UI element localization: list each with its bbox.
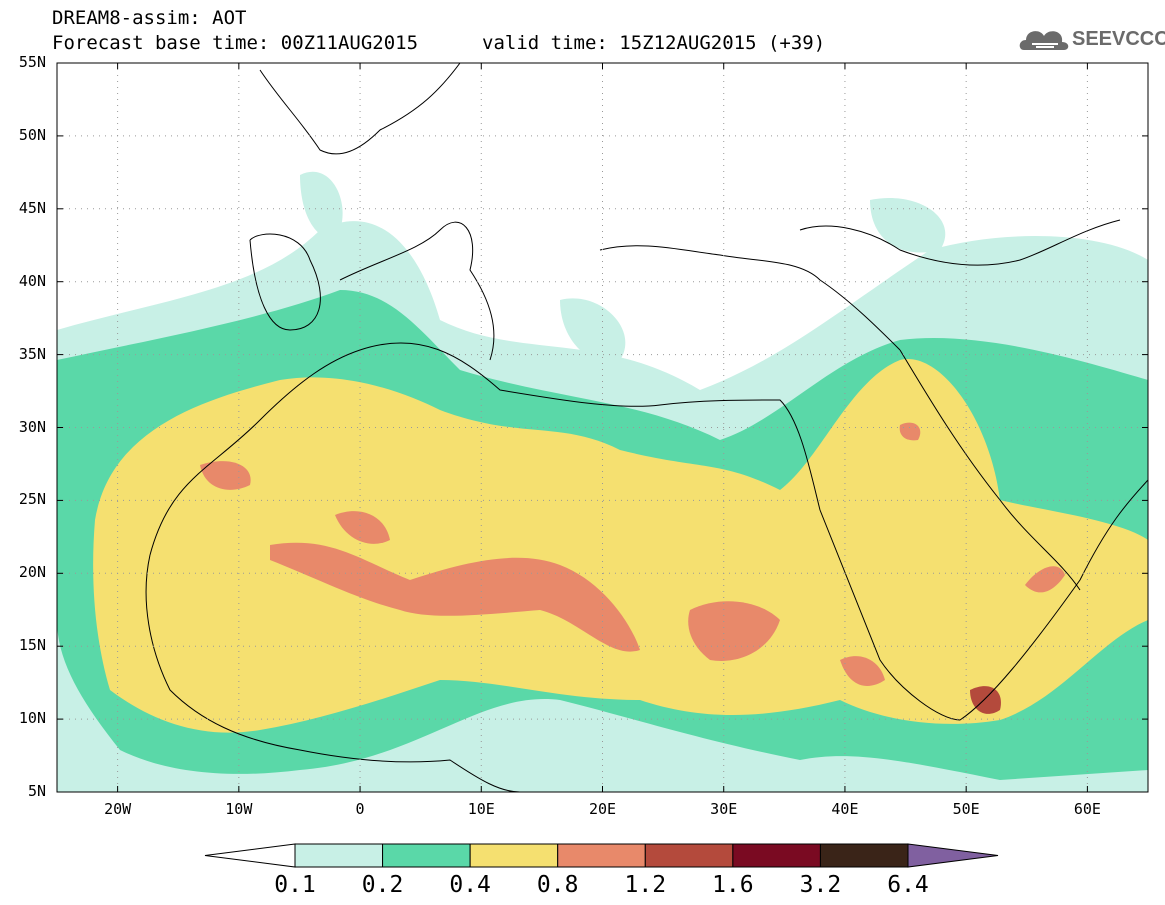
aot-band-0.8-somalia bbox=[970, 686, 1001, 714]
lat-label: 20N bbox=[18, 563, 46, 582]
colorbar-swatch bbox=[644, 843, 734, 868]
colorbar-under-triangle bbox=[204, 843, 296, 868]
colorbar bbox=[204, 843, 999, 868]
forecast-base-time: Forecast base time: 00Z11AUG2015 bbox=[52, 32, 419, 54]
aot-band-0.4 bbox=[93, 359, 1148, 733]
coastlines bbox=[145, 63, 1148, 792]
colorbar-label: 0.2 bbox=[361, 872, 404, 898]
logo-text: SEEVCCC bbox=[1072, 28, 1165, 50]
valid-time: valid time: 15Z12AUG2015 (+39) bbox=[482, 32, 826, 54]
lon-label: 20E bbox=[588, 800, 617, 818]
model-title: DREAM8-assim: AOT bbox=[52, 7, 247, 29]
colorbar-swatch bbox=[819, 843, 909, 868]
colorbar-swatch bbox=[732, 843, 821, 868]
colorbar-label: 0.8 bbox=[536, 872, 579, 898]
lat-label: 5N bbox=[27, 782, 46, 800]
colorbar-label: 1.2 bbox=[624, 872, 667, 898]
aot-band-0.8-sahel bbox=[270, 542, 640, 652]
lat-label: 45N bbox=[18, 198, 46, 217]
colorbar-swatch bbox=[382, 843, 471, 868]
colorbar-swatch bbox=[294, 843, 384, 868]
aot-plume-med bbox=[560, 298, 626, 362]
colorbar-over-triangle bbox=[907, 843, 999, 868]
lat-label: 30N bbox=[18, 417, 46, 436]
axis-ticks bbox=[57, 62, 1148, 793]
lon-label: 30E bbox=[710, 800, 738, 818]
aot-plume-caspian bbox=[870, 198, 946, 253]
lon-label: 20W bbox=[104, 800, 132, 818]
colorbar-label: 6.4 bbox=[887, 872, 929, 898]
colorbar-label: 0.4 bbox=[449, 872, 491, 898]
lat-label: 50N bbox=[18, 125, 46, 144]
colorbar-swatch bbox=[469, 843, 559, 868]
lat-label: 15N bbox=[18, 636, 46, 655]
lat-label: 40N bbox=[18, 271, 46, 290]
lon-label: 10E bbox=[467, 800, 495, 818]
lon-label: 40E bbox=[831, 800, 859, 818]
lon-label: 60E bbox=[1073, 800, 1101, 818]
lat-label: 25N bbox=[18, 490, 46, 509]
aot-plume-france bbox=[300, 171, 343, 238]
colorbar-label: 3.2 bbox=[799, 872, 842, 898]
cloud-logo-icon bbox=[1019, 31, 1069, 50]
colorbar-swatch bbox=[557, 843, 646, 868]
aot-band-0.8-yemen bbox=[840, 656, 885, 686]
aot-band-0.8-oman bbox=[1025, 566, 1065, 593]
lat-label: 10N bbox=[18, 709, 46, 728]
lon-label: 50E bbox=[952, 800, 980, 818]
colorbar-label: 1.6 bbox=[712, 872, 754, 898]
lon-label: 10W bbox=[225, 800, 253, 818]
colorbar-label: 0.1 bbox=[274, 872, 316, 898]
lon-label: 0 bbox=[355, 800, 365, 818]
lat-label: 55N bbox=[18, 53, 46, 71]
aot-band-0.8-west bbox=[200, 461, 251, 490]
aot-band-0.8-mali bbox=[335, 511, 390, 544]
lat-label: 35N bbox=[18, 344, 46, 363]
